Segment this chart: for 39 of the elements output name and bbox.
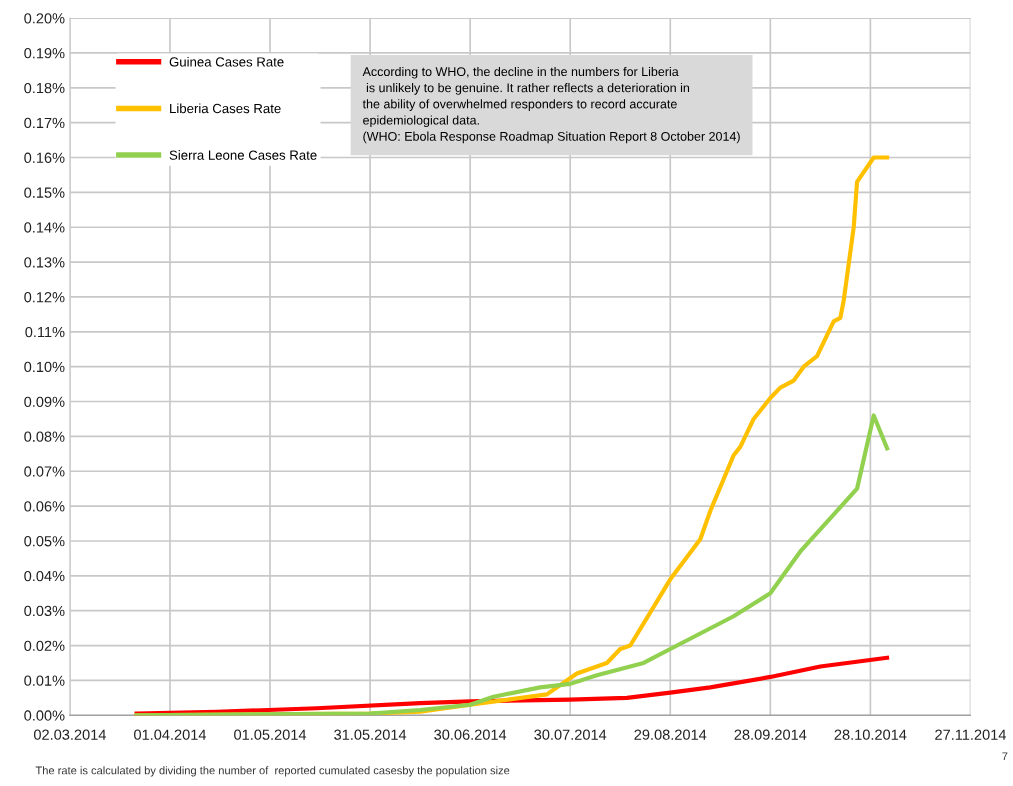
y-tick-label: 0.11% — [25, 326, 65, 338]
y-tick-label: 0.06% — [24, 501, 65, 512]
x-tick-label: 30.06.2014 — [434, 729, 507, 740]
x-tick-label: 27.11.2014 — [935, 729, 1006, 740]
y-tick-label: 0.20% — [24, 13, 65, 24]
x-tick-label: 28.10.2014 — [834, 729, 907, 740]
y-tick-label: 0.16% — [24, 152, 65, 163]
annotation: According to WHO, the decline in the numbers for Liberia is unlikely to be genuine. It rather reflects a deterioration in the ability of overwhelmed responders to record accurate epidemiological data. (WHO: Ebola Response Roadmap Situation Report 8 October 2014) — [362, 66, 740, 144]
y-tick-label: 0.08% — [24, 431, 65, 442]
x-tick-label: 01.05.2014 — [234, 729, 307, 740]
y-tick-label: 0.13% — [24, 257, 65, 268]
x-tick-label: 31.05.2014 — [334, 729, 407, 740]
y-tick-label: 0.07% — [24, 466, 65, 477]
legend-label: Liberia Cases Rate — [170, 103, 281, 114]
x-tick-label: 29.08.2014 — [634, 729, 707, 740]
x-tick-label: 28.09.2014 — [734, 729, 807, 740]
y-tick-label: 0.15% — [24, 187, 65, 198]
x-tick-label: 01.04.2014 — [134, 729, 207, 740]
line-series — [134, 413, 890, 716]
y-tick-label: 0.10% — [24, 361, 65, 373]
x-tick-label: 30.07.2014 — [534, 729, 607, 740]
y-tick-label: 0.19% — [24, 48, 65, 59]
y-tick-label: 0.02% — [24, 640, 65, 651]
y-tick-label: 0.05% — [24, 536, 65, 547]
y-tick-label: 0.04% — [24, 570, 65, 582]
y-tick-label: 0.03% — [24, 605, 65, 617]
line-series — [134, 655, 890, 716]
text: 7 — [1002, 752, 1008, 761]
y-tick-label: 0.00% — [24, 710, 65, 721]
legend-label: Guinea Cases Rate — [169, 56, 284, 67]
y-tick-label: 0.14% — [24, 222, 65, 233]
y-tick-label: 0.18% — [24, 82, 65, 94]
text: The rate is calculated by dividing the number of reported cumulated casesby the population size — [35, 766, 510, 777]
y-tick-label: 0.09% — [24, 396, 65, 407]
y-tick-label: 0.01% — [24, 675, 65, 686]
y-tick-label: 0.12% — [24, 292, 65, 303]
y-tick-label: 0.17% — [24, 117, 65, 129]
x-tick-label: 02.03.2014 — [33, 729, 106, 740]
legend-label: Sierra Leone Cases Rate — [169, 150, 317, 160]
